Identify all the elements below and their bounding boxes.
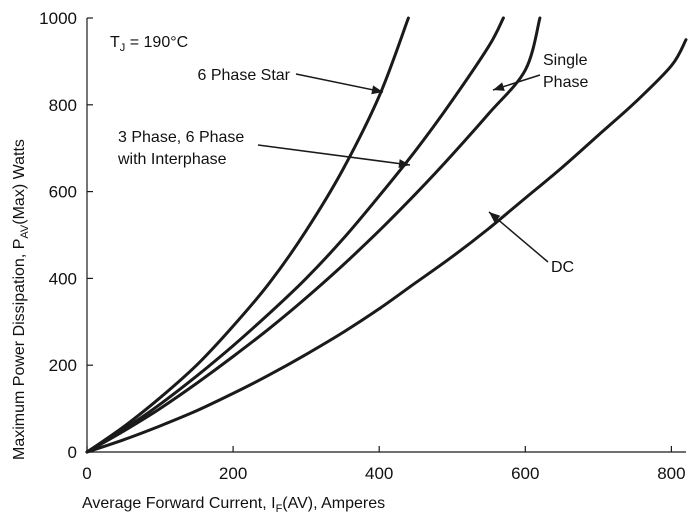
arrow-head bbox=[371, 85, 383, 95]
tick-labels: 0 200 400 600 800 0 200 400 600 800 1000 bbox=[39, 9, 685, 483]
series-line-0 bbox=[85, 16, 410, 454]
x-tick-label: 400 bbox=[365, 464, 393, 483]
x-tick-label: 600 bbox=[511, 464, 539, 483]
x-tick-label: 200 bbox=[219, 464, 247, 483]
series-label-3: DC bbox=[488, 211, 574, 276]
condition-label: TJ = 190°C bbox=[110, 34, 188, 54]
x-axis-label: Average Forward Current, IF(AV), Amperes bbox=[82, 495, 385, 515]
y-tick-label: 600 bbox=[49, 183, 77, 202]
leader-line bbox=[257, 144, 411, 166]
series-label-line: with Interphase bbox=[117, 151, 227, 168]
series-label-line: 3 Phase, 6 Phase bbox=[118, 129, 244, 146]
y-axis-label: Maximum Power Dissipation, PAV(Max) Watt… bbox=[11, 139, 31, 460]
series-line-2 bbox=[85, 16, 542, 454]
x-tick-label: 800 bbox=[657, 464, 685, 483]
y-tick-label: 400 bbox=[49, 269, 77, 288]
series-label-1: 3 Phase, 6 Phase with Interphase bbox=[117, 129, 411, 168]
series-label-line: Phase bbox=[543, 74, 588, 91]
leader-line bbox=[488, 211, 549, 263]
y-tick-label: 800 bbox=[49, 96, 77, 115]
series-label-line: Single bbox=[543, 52, 588, 69]
y-tick-label: 0 bbox=[68, 443, 77, 462]
series-label-line: 6 Phase Star bbox=[198, 67, 291, 84]
x-tick-label: 0 bbox=[82, 464, 91, 483]
y-tick-label: 1000 bbox=[39, 9, 77, 28]
arrow-head bbox=[489, 212, 501, 223]
annotations: 6 Phase Star 3 Phase, 6 Phase with Interph… bbox=[117, 52, 588, 276]
series-line-1 bbox=[85, 16, 505, 454]
series-label-0: 6 Phase Star bbox=[198, 67, 384, 95]
arrow-head bbox=[493, 82, 505, 91]
curves bbox=[85, 16, 688, 454]
series-label-2: Single Phase bbox=[492, 52, 588, 91]
y-tick-label: 200 bbox=[49, 356, 77, 375]
leader-line bbox=[295, 73, 384, 93]
series-line-3 bbox=[85, 38, 688, 454]
arrow-head bbox=[398, 159, 410, 168]
series-label-line: DC bbox=[551, 259, 574, 276]
axes bbox=[86, 17, 686, 453]
